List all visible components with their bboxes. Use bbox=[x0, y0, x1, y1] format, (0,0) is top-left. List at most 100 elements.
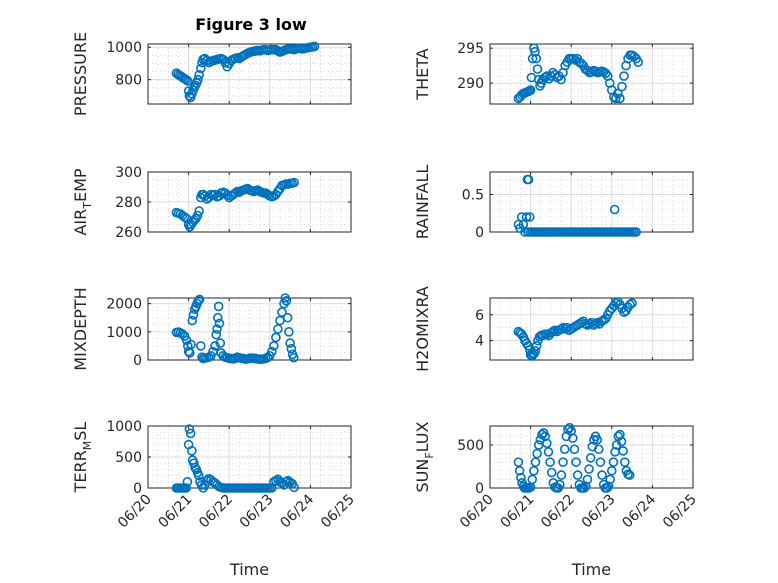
data-point bbox=[182, 476, 193, 487]
y-axis-title: TERRMSL bbox=[71, 422, 94, 494]
y-axis-title-subscript: F bbox=[423, 452, 436, 458]
data-point bbox=[213, 301, 224, 312]
subplot-air_temp: 260 280 300 AIRTEMP bbox=[71, 165, 352, 241]
data-point bbox=[595, 457, 606, 467]
axes-frame bbox=[489, 43, 694, 105]
y-tick-label: 500 bbox=[457, 438, 484, 454]
data-point bbox=[212, 324, 222, 334]
data-point bbox=[618, 446, 628, 456]
data-point bbox=[309, 41, 320, 52]
data-point bbox=[202, 475, 212, 486]
y-axis-title-subscript: M bbox=[81, 441, 94, 451]
data-point bbox=[189, 458, 199, 469]
data-point bbox=[540, 431, 551, 442]
y-axis-title-suffix: EMP bbox=[71, 168, 90, 202]
data-point bbox=[190, 462, 200, 473]
subplot-pressure: 800 1000 PRESSURE bbox=[71, 32, 352, 116]
subplot-mixdepth: 0 1000 2000 MIXDEPTH bbox=[71, 287, 352, 371]
axes-frame bbox=[489, 297, 694, 361]
y-axis-title-subscript: T bbox=[81, 202, 94, 210]
data-point bbox=[579, 483, 589, 493]
y-tick-label: 280 bbox=[115, 195, 142, 211]
y-axis-title: SUNFLUX bbox=[413, 421, 436, 492]
y-axis-title-suffix: SL bbox=[71, 422, 90, 441]
data-point bbox=[214, 318, 225, 329]
data-point bbox=[282, 312, 293, 323]
y-tick-label: 0 bbox=[133, 353, 142, 369]
data-point bbox=[525, 85, 536, 95]
data-point bbox=[530, 346, 541, 356]
y-tick-label: 800 bbox=[115, 73, 142, 89]
y-tick-label: 2000 bbox=[106, 297, 142, 313]
data-point bbox=[284, 327, 294, 337]
data-point bbox=[267, 483, 277, 493]
data-point bbox=[566, 426, 577, 436]
data-point bbox=[527, 474, 538, 485]
y-tick-label: 295 bbox=[457, 41, 484, 57]
subplot-h2omixra: 4 6 H2OMIXRA bbox=[413, 286, 694, 372]
data-point bbox=[211, 329, 222, 340]
data-point bbox=[521, 212, 532, 222]
data-point bbox=[603, 481, 614, 492]
x-axis-title: Time bbox=[571, 560, 611, 579]
data-series bbox=[513, 43, 643, 104]
subplot-grid: 800 1000 PRESSURE 290 295 THETA 260280300AIRTE… bbox=[71, 32, 700, 579]
data-point bbox=[545, 457, 555, 467]
data-point bbox=[605, 474, 615, 485]
data-point bbox=[611, 93, 621, 104]
y-axis-title: PRESSURE bbox=[71, 32, 90, 116]
data-point bbox=[602, 483, 612, 493]
y-axis-title-main: PRESSURE bbox=[71, 32, 90, 116]
y-tick-label: 1000 bbox=[106, 419, 142, 435]
data-point bbox=[187, 445, 197, 456]
data-point bbox=[619, 457, 630, 467]
data-point bbox=[615, 93, 625, 104]
data-point bbox=[572, 470, 583, 480]
data-point bbox=[281, 296, 292, 306]
data-point bbox=[613, 88, 623, 99]
data-point bbox=[531, 53, 542, 64]
data-point bbox=[617, 81, 627, 92]
data-point bbox=[546, 467, 557, 478]
data-point bbox=[230, 188, 241, 198]
data-point bbox=[633, 57, 643, 67]
y-axis-title-main: RAINFALL bbox=[413, 165, 432, 240]
data-point bbox=[193, 296, 204, 306]
data-point bbox=[195, 63, 206, 74]
data-point bbox=[194, 294, 205, 305]
data-point bbox=[530, 46, 540, 57]
y-axis-title-suffix: LUX bbox=[413, 421, 432, 452]
data-point bbox=[530, 457, 541, 467]
data-point bbox=[594, 444, 604, 455]
data-point bbox=[558, 457, 568, 467]
data-point bbox=[181, 483, 191, 493]
y-axis-title: MIXDEPTH bbox=[71, 287, 90, 370]
figure-title: Figure 3 low bbox=[195, 15, 307, 34]
y-tick-label: 290 bbox=[457, 76, 484, 92]
y-tick-label: 1000 bbox=[106, 40, 142, 56]
data-point bbox=[279, 298, 289, 309]
data-point bbox=[516, 472, 526, 483]
y-tick-label: 0 bbox=[133, 481, 142, 497]
y-axis-title-main: THETA bbox=[413, 48, 432, 100]
data-point bbox=[210, 341, 220, 351]
y-axis-title: THETA bbox=[413, 48, 432, 100]
data-point bbox=[193, 74, 203, 85]
data-point bbox=[559, 444, 570, 455]
data-point bbox=[289, 482, 299, 493]
data-point bbox=[616, 436, 627, 447]
data-point bbox=[556, 470, 567, 480]
data-point bbox=[195, 341, 206, 351]
y-tick-label: 0 bbox=[475, 481, 484, 497]
axes-frame bbox=[147, 43, 352, 105]
data-point bbox=[271, 332, 281, 343]
data-point bbox=[571, 457, 581, 467]
data-point bbox=[532, 448, 542, 459]
data-point bbox=[523, 174, 534, 185]
data-point bbox=[192, 210, 203, 221]
y-axis-title-main: AIR bbox=[71, 209, 90, 236]
data-point bbox=[615, 429, 625, 440]
data-point bbox=[532, 64, 543, 74]
data-point bbox=[540, 72, 550, 83]
data-point bbox=[289, 177, 299, 188]
